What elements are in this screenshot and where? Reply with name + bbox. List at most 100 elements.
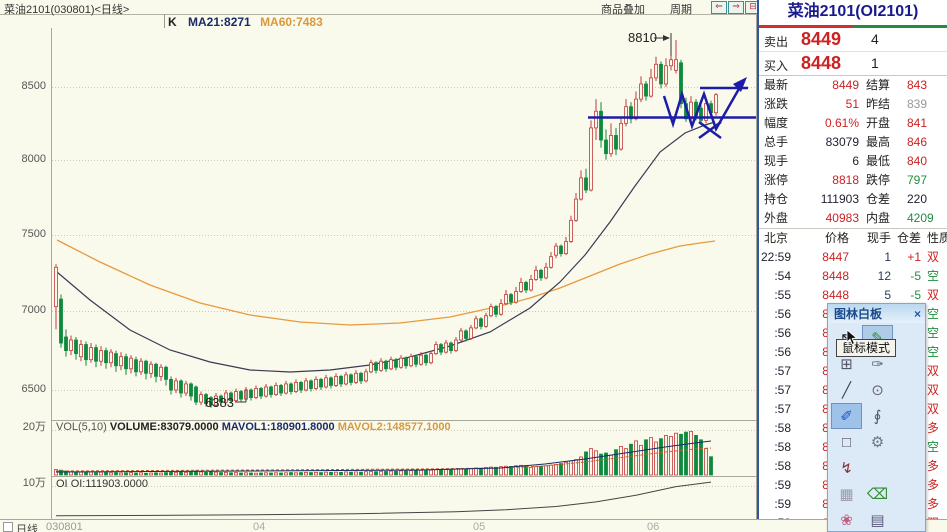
tick-time: :59 (774, 478, 791, 492)
time-column-header: 北京 (764, 231, 789, 245)
ask-price: 8449 (801, 29, 842, 49)
oi-pane-header: OI OI:111903.0000 (56, 478, 148, 490)
mavol1-value: MAVOL1:180901.8000 (221, 421, 335, 433)
axis-checkbox-icon[interactable] (3, 522, 13, 532)
chart-canvas[interactable] (0, 0, 757, 532)
print-tool[interactable]: ▤ (870, 512, 885, 529)
tick-time: :56 (774, 326, 791, 340)
price-tick-label: 7000 (21, 304, 46, 316)
board-tool[interactable]: ▦ (839, 486, 854, 503)
tick-time: :58 (774, 440, 791, 454)
price-tick-label: 8000 (21, 153, 46, 165)
ask-row[interactable]: 卖出 8449 4 (759, 28, 947, 52)
quote-row: 持仓 111903 仓差 220 (759, 190, 947, 209)
quote-row: 现手 6 最低 840 (759, 152, 947, 171)
scroll-left-button[interactable]: ⇐ (711, 1, 727, 14)
bid-price: 8448 (801, 53, 842, 73)
quote-value: 111903 (820, 192, 859, 206)
expand-tool[interactable]: ⊞ (840, 356, 853, 373)
oi-line (55, 481, 712, 517)
quote-label: 现手 (764, 154, 789, 168)
mouse-cursor-icon (846, 330, 858, 346)
circle-tool[interactable]: ⊙ (871, 382, 884, 399)
tick-price: 8448 (822, 288, 849, 302)
title-underline (759, 25, 947, 28)
tick-row: :54 8448 12 -5 空 (759, 267, 947, 286)
tick-nature: 双 (927, 402, 940, 416)
quote-label: 跌停 (866, 173, 891, 187)
time-axis-strip: 日线 030801 04050607 (0, 519, 947, 532)
tick-list-header: 北京 价格 现手 仓差 性质 (759, 229, 947, 248)
volume-pane-header: VOL(5,10) VOLUME:83079.0000 MAVOL1:18090… (56, 421, 451, 433)
line-tool[interactable]: ╱ (841, 382, 852, 399)
bid-label: 买入 (764, 59, 789, 73)
whiteboard-tool-grid: ↖✎⊞✑╱⊙✐∮□⚙↯▦⌫❀▤◀▶▢↶↷✎●▫ (828, 323, 925, 532)
tick-lots: 1 (884, 250, 891, 264)
polyline-tool[interactable]: ↯ (840, 460, 853, 477)
whiteboard-titlebar[interactable]: 图林白板 × (828, 304, 925, 323)
tick-lots: 12 (877, 269, 891, 283)
eraser-tool[interactable]: ⌫ (866, 486, 889, 503)
tick-nature: 双 (927, 383, 940, 397)
quote-value: 846 (907, 135, 928, 149)
lots-column-header: 现手 (866, 231, 891, 245)
settings-tool[interactable]: ⚙ (870, 434, 885, 451)
ask-size: 4 (871, 31, 879, 47)
quote-value: 220 (907, 192, 928, 206)
overlay-menu-button[interactable]: 商品叠加 (601, 4, 645, 16)
quote-value: 51 (845, 97, 859, 111)
tick-nature: 多 (927, 478, 940, 492)
mouse-mode-tooltip: 鼠标模式 (836, 339, 897, 357)
drawn-x-mark (698, 120, 722, 140)
tick-nature: 双 (927, 364, 940, 378)
flowers-tool[interactable]: ❀ (840, 512, 853, 529)
mavol2-value: MAVOL2:148577.1000 (337, 421, 451, 433)
nav-button-group: ⇐ ⇒ ⊟ (711, 1, 761, 14)
lasso-tool[interactable]: ∮ (873, 408, 882, 425)
drawn-arrowhead (733, 77, 747, 92)
quote-label: 昨结 (866, 97, 891, 111)
quote-row: 涨停 8818 跌停 797 (759, 171, 947, 190)
rect-tool[interactable]: □ (841, 433, 852, 451)
oi-change-column-header: 仓差 (896, 231, 921, 245)
indicator-ma21-value: MA21:8271 (188, 15, 251, 29)
quote-row: 涨跌 51 昨结 839 (759, 95, 947, 114)
oi-value: OI:111903.0000 (70, 478, 148, 490)
quote-grid: 最新 8449 结算 843 涨跌 51 昨结 839 幅度 0.61% 开盘 841 总手 83079 最… (759, 76, 947, 229)
indicator-ma60-value: MA60:7483 (260, 15, 323, 29)
quote-label: 最新 (764, 78, 789, 92)
tick-nature: 空 (927, 307, 940, 321)
tick-time: 22:59 (760, 250, 791, 264)
tick-nature: 空 (927, 345, 940, 359)
bid-row[interactable]: 买入 8448 1 (759, 52, 947, 76)
tick-time: :57 (774, 364, 791, 378)
tick-time: :55 (774, 288, 791, 302)
quote-label: 涨停 (764, 173, 789, 187)
quote-row: 最新 8449 结算 843 (759, 76, 947, 95)
quote-row: 幅度 0.61% 开盘 841 (759, 114, 947, 133)
quote-value: 0.61% (824, 116, 859, 130)
quote-value: 8449 (832, 78, 859, 92)
ask-label: 卖出 (764, 35, 789, 49)
scroll-right-button[interactable]: ⇒ (728, 1, 744, 14)
hand-tool[interactable]: ✑ (871, 356, 884, 373)
divider (164, 14, 165, 28)
quote-label: 最高 (866, 135, 891, 149)
tick-time: :57 (774, 383, 791, 397)
tick-lots: 5 (884, 288, 891, 302)
quote-label: 涨跌 (764, 97, 789, 111)
tick-time: :56 (774, 307, 791, 321)
tick-nature: 空 (927, 326, 940, 340)
indicator-k-label: K (168, 15, 177, 29)
low-price-annotation: 6383 (205, 395, 234, 410)
close-icon[interactable]: × (913, 306, 921, 321)
axis-period-label: 日线 (16, 524, 38, 532)
brush-tool[interactable]: ✐ (831, 403, 862, 429)
period-menu-button[interactable]: 周期 (670, 4, 692, 16)
spacer[interactable] (862, 455, 893, 481)
quote-label: 内盘 (866, 211, 891, 225)
quote-value: 4209 (907, 211, 934, 225)
whiteboard-title: 图林白板 (834, 307, 883, 321)
tick-time: :58 (774, 459, 791, 473)
quote-label: 持仓 (764, 192, 789, 206)
